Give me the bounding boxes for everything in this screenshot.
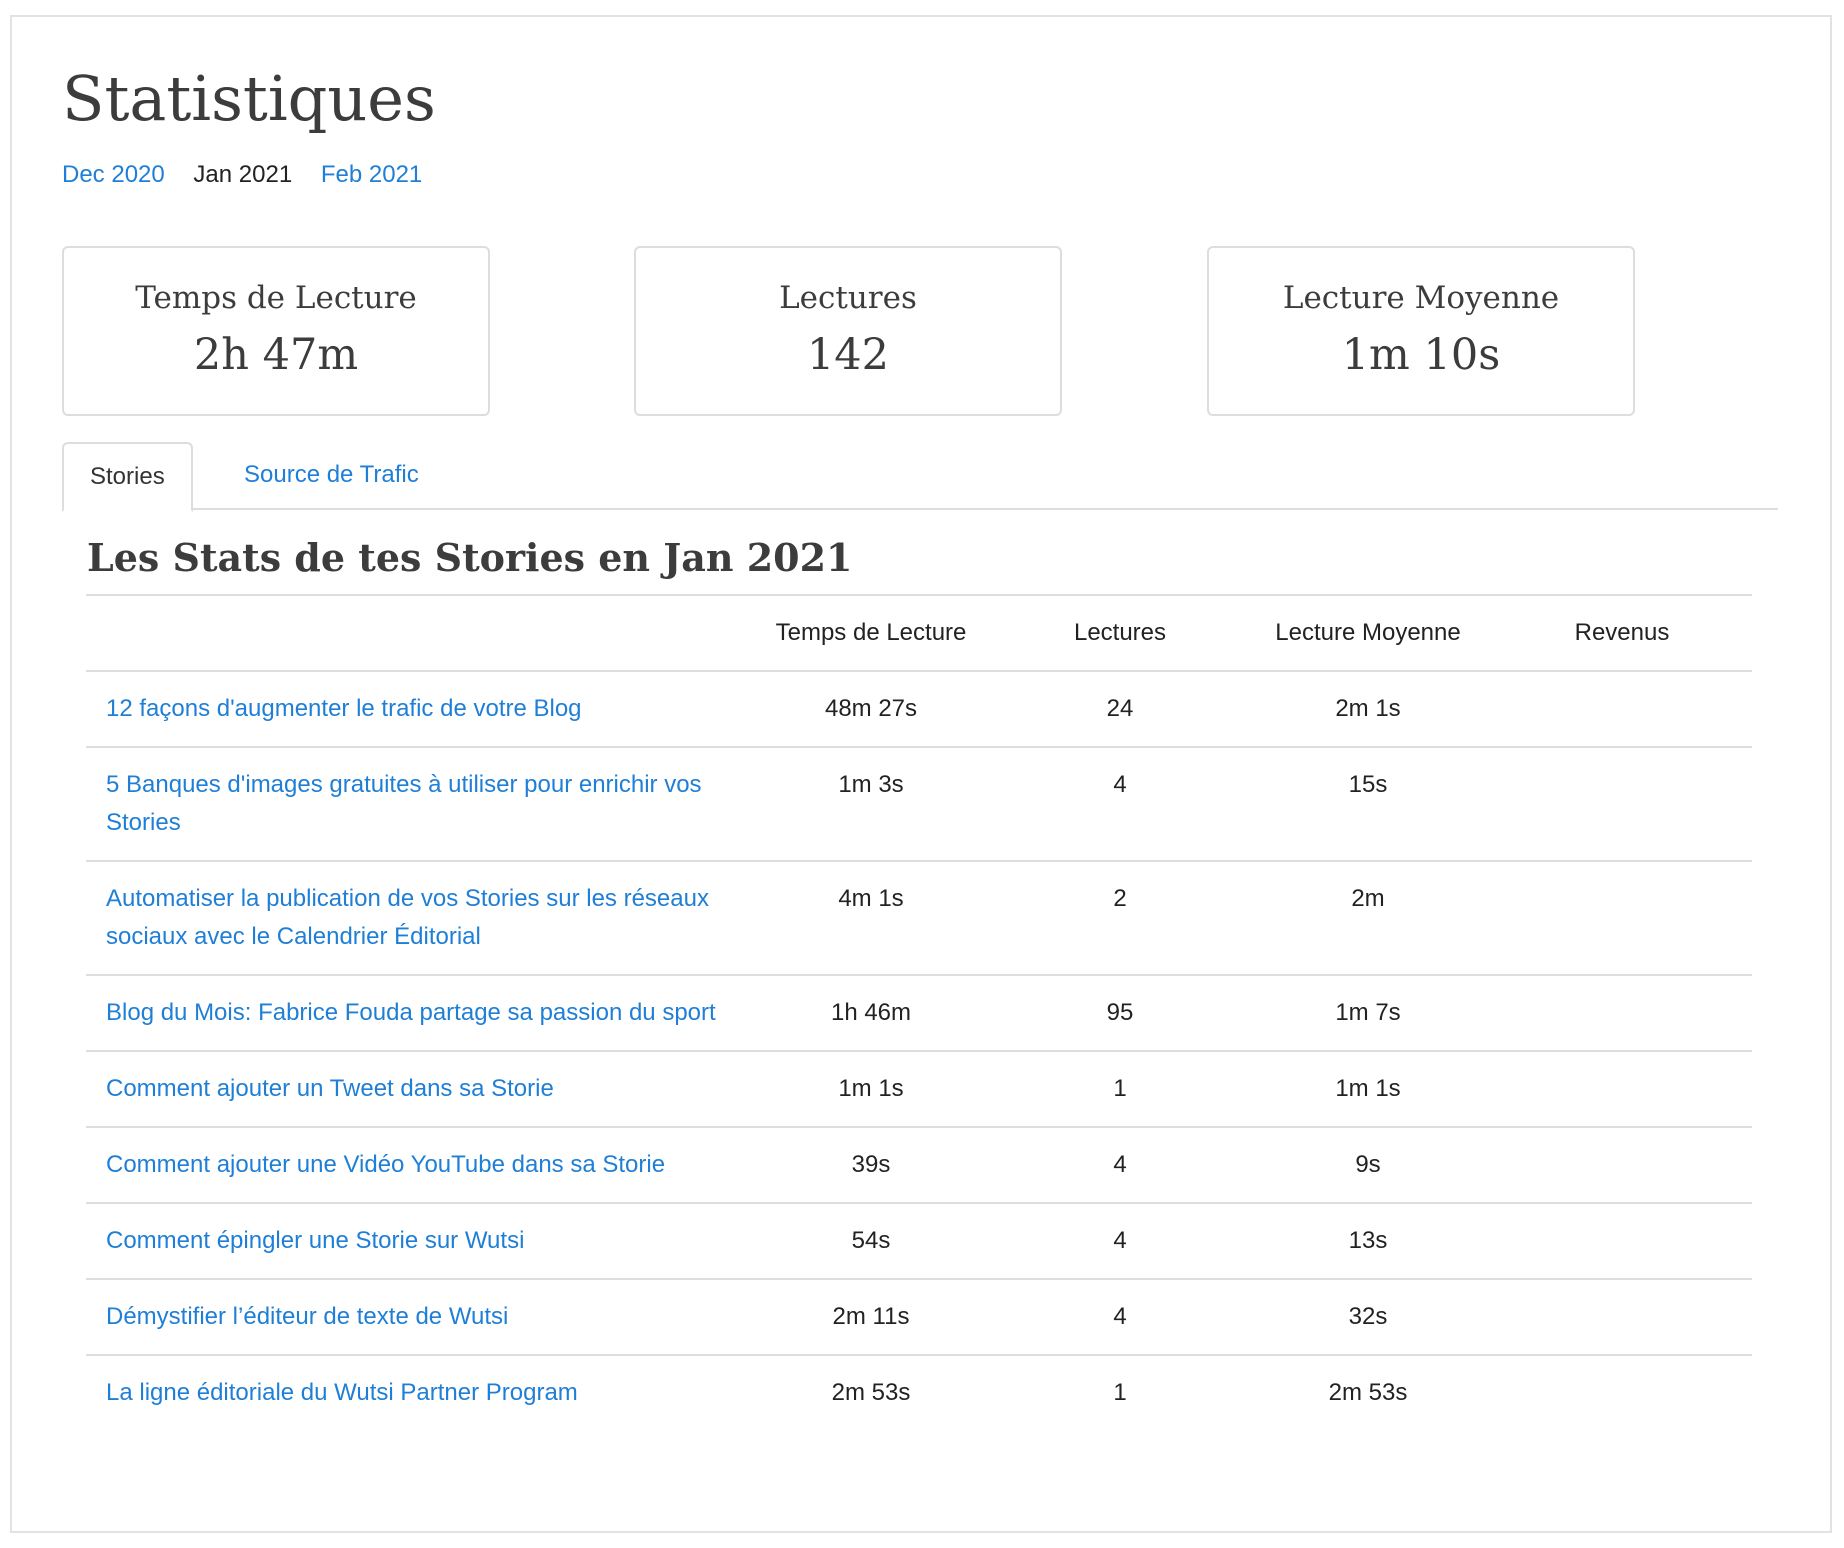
cell-reads: 1 (996, 1051, 1244, 1128)
cell-reading-time: 54s (746, 1203, 996, 1280)
column-header-story (86, 594, 746, 672)
cell-average-read: 1m 1s (1244, 1051, 1492, 1128)
cell-revenue (1492, 1279, 1752, 1356)
month-nav: Dec 2020 Jan 2021 Feb 2021 (62, 160, 444, 190)
column-header-reading-time: Temps de Lecture (746, 594, 996, 672)
cell-average-read: 1m 7s (1244, 975, 1492, 1052)
table-row: Comment épingler une Storie sur Wutsi 54… (86, 1203, 1752, 1280)
cell-reads: 4 (996, 1127, 1244, 1204)
cell-revenue (1492, 1127, 1752, 1204)
table-row: Blog du Mois: Fabrice Fouda partage sa p… (86, 975, 1752, 1052)
cell-revenue (1492, 671, 1752, 748)
month-prev-link[interactable]: Dec 2020 (62, 161, 165, 188)
cell-reading-time: 48m 27s (746, 671, 996, 748)
stat-label: Lectures (779, 280, 917, 316)
stat-value: 1m 10s (1341, 330, 1501, 380)
story-link[interactable]: Démystifier l’éditeur de texte de Wutsi (86, 1279, 746, 1356)
cell-reading-time: 4m 1s (746, 861, 996, 976)
cell-revenue (1492, 1203, 1752, 1280)
cell-revenue (1492, 861, 1752, 976)
table-row: Comment ajouter une Vidéo YouTube dans s… (86, 1127, 1752, 1204)
cell-average-read: 2m 1s (1244, 671, 1492, 748)
cell-reading-time: 2m 11s (746, 1279, 996, 1356)
cell-revenue (1492, 1355, 1752, 1431)
stat-card-reading-time: Temps de Lecture 2h 47m (62, 246, 490, 416)
cell-average-read: 2m (1244, 861, 1492, 976)
tab-stories[interactable]: Stories (62, 442, 193, 512)
story-link[interactable]: 12 façons d'augmenter le trafic de votre… (86, 671, 746, 748)
cell-reads: 24 (996, 671, 1244, 748)
story-link[interactable]: 5 Banques d'images gratuites à utiliser … (86, 747, 746, 862)
column-header-average-read: Lecture Moyenne (1244, 594, 1492, 672)
cell-reads: 4 (996, 1279, 1244, 1356)
cell-revenue (1492, 747, 1752, 862)
story-link[interactable]: La ligne éditoriale du Wutsi Partner Pro… (106, 1379, 578, 1406)
cell-average-read: 32s (1244, 1279, 1492, 1356)
cell-reads: 95 (996, 975, 1244, 1052)
cell-reading-time: 2m 53s (831, 1379, 911, 1406)
cell-revenue (1492, 975, 1752, 1052)
stat-card-reads: Lectures 142 (634, 246, 1062, 416)
story-link[interactable]: Comment épingler une Storie sur Wutsi (86, 1203, 746, 1280)
table-row: 12 façons d'augmenter le trafic de votre… (86, 671, 1752, 748)
tab-bar: Stories Source de Trafic (62, 442, 1778, 512)
table-row: Automatiser la publication de vos Storie… (86, 861, 1752, 976)
story-link[interactable]: Blog du Mois: Fabrice Fouda partage sa p… (86, 975, 746, 1052)
cell-reads: 4 (996, 1203, 1244, 1280)
section-title: Les Stats de tes Stories en Jan 2021 (87, 535, 853, 580)
month-current: Jan 2021 (193, 161, 293, 188)
stat-value: 142 (806, 330, 890, 380)
stat-label: Lecture Moyenne (1282, 280, 1560, 316)
month-next-link[interactable]: Feb 2021 (320, 161, 423, 188)
cell-reading-time: 1m 3s (746, 747, 996, 862)
cell-reading-time: 1h 46m (746, 975, 996, 1052)
table-row: Comment ajouter un Tweet dans sa Storie … (86, 1051, 1752, 1128)
tab-traffic-source[interactable]: Source de Trafic (244, 461, 419, 488)
story-link[interactable]: Comment ajouter un Tweet dans sa Storie (86, 1051, 746, 1128)
page-title: Statistiques (62, 62, 436, 135)
table-row: 5 Banques d'images gratuites à utiliser … (86, 747, 1752, 862)
story-link[interactable]: Automatiser la publication de vos Storie… (86, 861, 746, 976)
column-header-revenue: Revenus (1492, 594, 1752, 672)
story-link[interactable]: Comment ajouter une Vidéo YouTube dans s… (86, 1127, 746, 1204)
cell-average-read: 2m 53s (1328, 1379, 1408, 1406)
stat-value: 2h 47m (193, 330, 359, 380)
cell-average-read: 9s (1244, 1127, 1492, 1204)
cell-reading-time: 1m 1s (746, 1051, 996, 1128)
cell-average-read: 13s (1244, 1203, 1492, 1280)
stat-card-average-read: Lecture Moyenne 1m 10s (1207, 246, 1635, 416)
cell-reads: 2 (996, 861, 1244, 976)
column-header-reads: Lectures (996, 594, 1244, 672)
cell-revenue (1492, 1051, 1752, 1128)
cell-reads: 1 (1113, 1379, 1127, 1406)
stat-label: Temps de Lecture (135, 280, 417, 316)
table-row: Démystifier l’éditeur de texte de Wutsi … (86, 1279, 1752, 1356)
cell-reading-time: 39s (746, 1127, 996, 1204)
table-row: La ligne éditoriale du Wutsi Partner Pro… (86, 1355, 1752, 1431)
cell-reads: 4 (996, 747, 1244, 862)
cell-average-read: 15s (1244, 747, 1492, 862)
table-header-row: Temps de Lecture Lectures Lecture Moyenn… (86, 594, 1752, 672)
stories-table: Temps de Lecture Lectures Lecture Moyenn… (86, 594, 1752, 1431)
